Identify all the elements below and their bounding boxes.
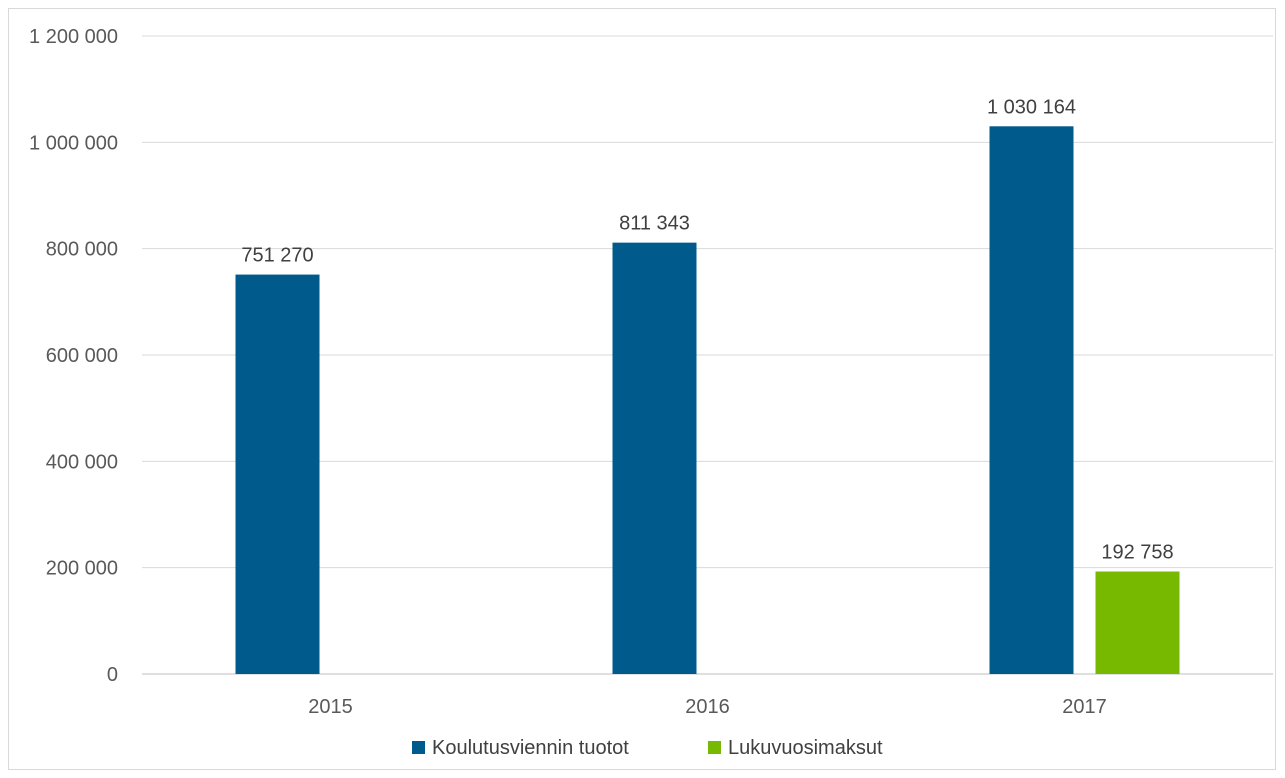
data-label: 192 758 bbox=[1101, 542, 1173, 564]
bar-koulutusviennin-tuotot-2015 bbox=[235, 274, 320, 674]
bar-koulutusviennin-tuotot-2016 bbox=[612, 242, 697, 674]
x-axis-labels: 2015 2016 2017 bbox=[308, 696, 1107, 718]
data-labels: 751 270 811 343 1 030 164 192 758 bbox=[241, 96, 1173, 563]
y-tick-label: 600 000 bbox=[46, 345, 118, 367]
legend: Koulutusviennin tuotot Lukuvuosimaksut bbox=[412, 737, 883, 759]
x-tick-label: 2016 bbox=[685, 696, 730, 718]
x-tick-label: 2015 bbox=[308, 696, 353, 718]
legend-swatch bbox=[708, 741, 721, 754]
y-tick-label: 1 000 000 bbox=[29, 132, 118, 154]
y-tick-label: 800 000 bbox=[46, 239, 118, 261]
legend-label: Koulutusviennin tuotot bbox=[432, 737, 629, 759]
y-tick-label: 400 000 bbox=[46, 451, 118, 473]
legend-item: Koulutusviennin tuotot bbox=[412, 737, 629, 759]
data-label: 1 030 164 bbox=[987, 96, 1076, 118]
legend-item: Lukuvuosimaksut bbox=[708, 737, 883, 759]
bars bbox=[235, 126, 1180, 674]
legend-label: Lukuvuosimaksut bbox=[728, 737, 883, 759]
y-axis-labels: 0 200 000 400 000 600 000 800 000 1 000 000 1 … bbox=[29, 26, 118, 686]
data-label: 811 343 bbox=[619, 213, 690, 235]
legend-swatch bbox=[412, 741, 425, 754]
y-tick-label: 200 000 bbox=[46, 558, 118, 580]
gridlines bbox=[142, 35, 1273, 675]
bar-lukuvuosimaksut-2017 bbox=[1095, 571, 1180, 674]
y-tick-label: 1 200 000 bbox=[29, 26, 118, 48]
x-tick-label: 2017 bbox=[1062, 696, 1107, 718]
y-tick-label: 0 bbox=[107, 664, 118, 686]
bar-koulutusviennin-tuotot-2017 bbox=[989, 126, 1074, 674]
data-label: 751 270 bbox=[241, 245, 313, 267]
